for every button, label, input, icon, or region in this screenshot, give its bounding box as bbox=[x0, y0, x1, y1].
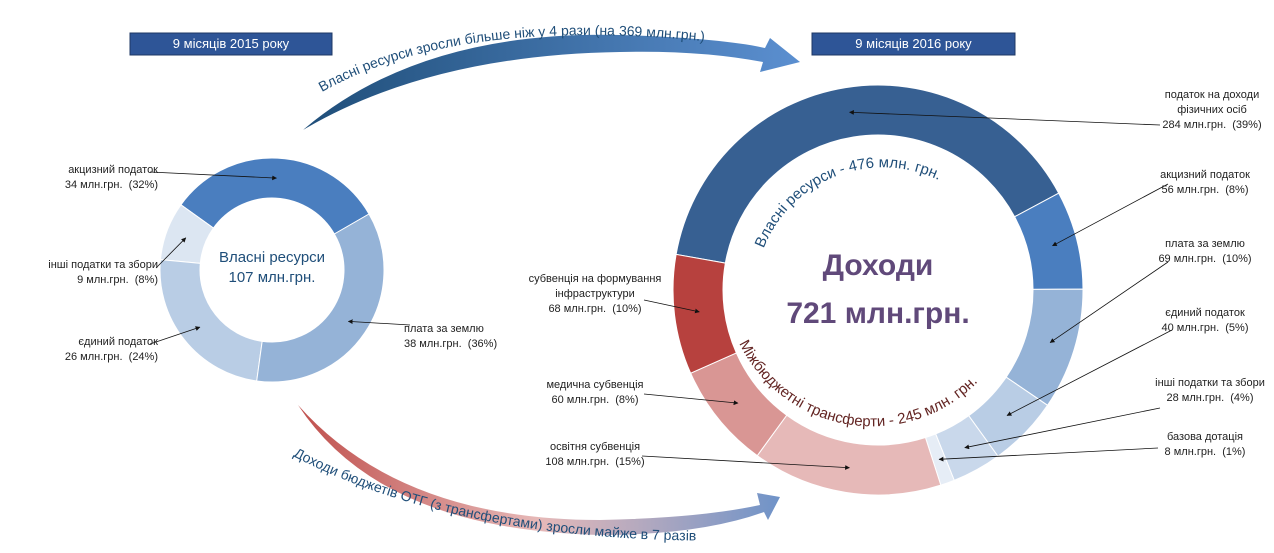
donut-slice bbox=[159, 204, 215, 264]
value-label: 9 млн.грн. (8%) bbox=[77, 274, 158, 286]
category-label: плата за землю bbox=[404, 323, 484, 335]
category-label: плата за землю bbox=[1165, 238, 1245, 250]
category-label: освітня субвенція bbox=[549, 441, 641, 453]
title-box bbox=[811, 32, 1016, 56]
category-label: інші податки та збори bbox=[48, 259, 158, 271]
data-label: інші податки та збори 28 млн.грн. (4%) bbox=[1140, 376, 1274, 406]
leader-line bbox=[347, 319, 411, 326]
center-text: Власні ресурси bbox=[218, 249, 326, 266]
leader-line bbox=[149, 171, 277, 181]
category-label: інші податки та збори bbox=[1155, 377, 1265, 389]
data-label: медична субвенція 60 млн.грн. (8%) bbox=[525, 378, 665, 408]
data-label: базова дотація 8 млн.грн. (1%) bbox=[1135, 430, 1274, 460]
value-label: 108 млн.грн. (15%) bbox=[545, 456, 645, 468]
leader-line bbox=[964, 407, 1161, 450]
donut-slice bbox=[159, 259, 263, 382]
value-label: 284 млн.грн. (39%) bbox=[1162, 119, 1262, 131]
leader-line bbox=[641, 455, 850, 470]
category-label: єдиний податок bbox=[78, 336, 158, 348]
value-label: 8 млн.грн. (1%) bbox=[1164, 446, 1246, 458]
donut-slice bbox=[675, 84, 1060, 264]
value-label: 68 млн.грн. (10%) bbox=[548, 303, 642, 315]
data-label: єдиний податок 40 млн.грн. (5%) bbox=[1135, 306, 1274, 336]
center-label: Власні ресурси 107 млн.грн. bbox=[152, 248, 392, 288]
data-label: освітня субвенція 108 млн.грн. (15%) bbox=[525, 440, 665, 470]
category-label: податок на доходи фізичних осіб bbox=[1164, 89, 1260, 116]
growth-arrow bbox=[303, 34, 800, 130]
value-label: 26 млн.грн. (24%) bbox=[64, 351, 158, 363]
category-label: акцизний податок bbox=[1160, 169, 1250, 181]
chart-title: 9 місяців 2016 року bbox=[855, 36, 972, 51]
value-label: 38 млн.грн. (36%) bbox=[404, 338, 498, 350]
center-text: 107 млн.грн. bbox=[228, 269, 316, 286]
data-label: субвенція на формування інфраструктури 68… bbox=[525, 272, 665, 317]
chart-title: 9 місяців 2015 року bbox=[173, 36, 290, 51]
data-label: єдиний податок 26 млн.грн. (24%) bbox=[65, 335, 158, 365]
center-text: 721 млн.грн. bbox=[786, 297, 970, 330]
title-box bbox=[129, 32, 333, 56]
category-label: базова дотація bbox=[1166, 431, 1243, 443]
value-label: 69 млн.грн. (10%) bbox=[1158, 253, 1252, 265]
data-label: інші податки та збори 9 млн.грн. (8%) bbox=[48, 258, 158, 288]
value-label: 40 млн.грн. (5%) bbox=[1161, 322, 1249, 334]
data-label: плата за землю 38 млн.грн. (36%) bbox=[404, 322, 497, 352]
leader-line bbox=[849, 110, 1161, 126]
category-label: акцизний податок bbox=[68, 164, 158, 176]
growth-arrow bbox=[298, 405, 780, 535]
donut-slice bbox=[180, 157, 370, 235]
category-label: медична субвенція bbox=[546, 379, 644, 391]
donut-slice bbox=[256, 213, 385, 383]
leader-line bbox=[149, 326, 201, 345]
data-label: плата за землю 69 млн.грн. (10%) bbox=[1135, 237, 1274, 267]
center-text: Доходи bbox=[822, 249, 934, 282]
data-label: акцизний податок 34 млн.грн. (32%) bbox=[65, 163, 158, 193]
leader-line bbox=[643, 393, 739, 406]
leader-line bbox=[938, 447, 1159, 462]
data-label: акцизний податок 56 млн.грн. (8%) bbox=[1135, 168, 1274, 198]
leader-line bbox=[155, 237, 187, 269]
category-label: субвенція на формування інфраструктури bbox=[528, 273, 662, 300]
category-label: єдиний податок bbox=[1165, 307, 1245, 319]
center-label: Доходи 721 млн.грн. bbox=[758, 242, 998, 338]
leader-line bbox=[643, 299, 700, 314]
value-label: 56 млн.грн. (8%) bbox=[1161, 184, 1249, 196]
leader-line bbox=[1052, 183, 1169, 247]
leader-line bbox=[1049, 261, 1169, 343]
value-label: 60 млн.грн. (8%) bbox=[551, 394, 639, 406]
value-label: 34 млн.грн. (32%) bbox=[64, 179, 158, 191]
donut-slice bbox=[672, 253, 738, 374]
data-label: податок на доходи фізичних осіб 284 млн.г… bbox=[1142, 88, 1274, 133]
leader-line bbox=[1006, 329, 1173, 416]
value-label: 28 млн.грн. (4%) bbox=[1166, 392, 1254, 404]
